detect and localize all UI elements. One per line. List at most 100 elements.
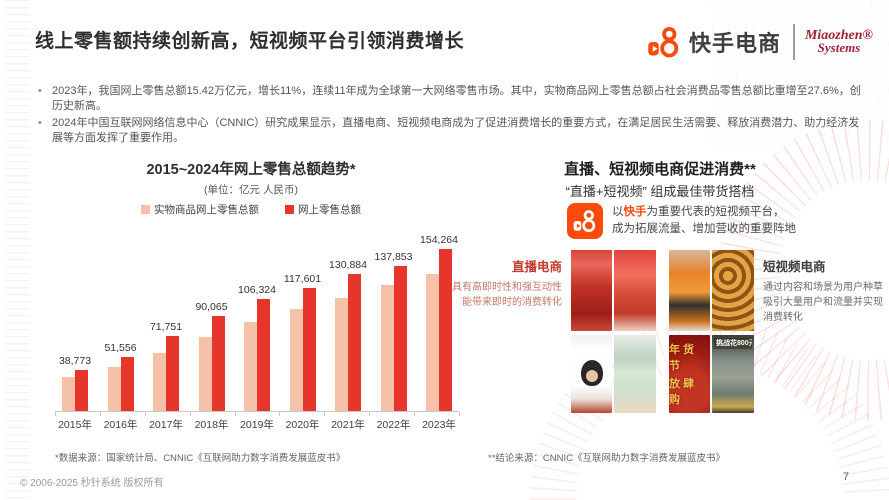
x-axis-tick (55, 412, 56, 416)
x-axis-tick (189, 412, 191, 416)
bullet-dot: • (38, 85, 42, 97)
copyright-text: © 2006-2025 秒针系统 版权所有 (20, 478, 164, 489)
bar-physical-goods (426, 274, 439, 411)
kuaishou-logo-icon (648, 27, 679, 58)
x-axis-label: 2023年 (422, 419, 456, 431)
x-axis-label: 2022年 (376, 419, 411, 431)
bullet-text: 2023年，我国网上零售总额15.42万亿元，增长11%，连续11年成为全球第一… (52, 85, 861, 112)
bar-value-label: 106,324 (238, 284, 276, 297)
x-axis-tick (369, 412, 371, 416)
shortvideo-screenshot-1 (669, 250, 710, 331)
x-axis-label: 2020年 (285, 419, 320, 431)
bar-value-label: 154,264 (420, 234, 458, 247)
bar-physical-goods (335, 297, 348, 411)
bar-physical-goods (107, 366, 121, 411)
bar-group: 38,773 (59, 355, 91, 411)
bar-group: 106,324 (238, 284, 276, 411)
livestream-screenshot-group (571, 250, 656, 413)
x-axis-label: 2021年 (331, 419, 365, 431)
bar-value-label: 71,751 (149, 320, 183, 333)
bullet-item: • 2024年中国互联网网络信息中心（CNNIC）研究成果显示，直播电商、短视频… (38, 116, 866, 146)
x-axis-tick (99, 412, 101, 416)
x-axis-tick (279, 412, 281, 416)
legend-swatch-physical (141, 205, 150, 214)
x-axis-tick (459, 412, 460, 416)
poster-line1: 年货节 (669, 344, 697, 372)
legend-label-physical: 实物商品网上零售总额 (154, 204, 259, 216)
bullet-dot: • (38, 117, 42, 129)
x-axis-tick (324, 412, 326, 416)
x-axis-tick (144, 412, 146, 416)
x-axis-label: 2019年 (240, 419, 274, 431)
note-suffix: 为重要代表的短视频平台， (646, 206, 785, 218)
page-number: 7 (842, 471, 849, 483)
x-axis-label: 2017年 (149, 419, 183, 431)
bar-group: 90,065 (195, 301, 228, 411)
shortvideo-screenshot-group: 年货节 放肆购 挑战花800元 (669, 250, 754, 413)
right-panel-title: 直播、短视频电商促进消费** (564, 161, 756, 178)
chart-x-axis: 2015年 2016年 2017年 2018年 2019年 2020年 2021年 2022年… (55, 411, 460, 432)
chart-title: 2015~2024年网上零售总额趋势* (146, 162, 356, 178)
chart-unit-subtitle: (单位：亿元 人民币) (204, 184, 298, 196)
retail-trend-chart: 2015~2024年网上零售总额趋势* (单位：亿元 人民币) 实物商品网上零售… (35, 158, 467, 432)
shortvideo-screenshot-3: 年货节 放肆购 (669, 335, 710, 413)
bar-physical-goods (153, 353, 166, 411)
bar-value-label: 51,556 (104, 341, 137, 354)
bar-total-retail (302, 287, 316, 411)
bar-group: 51,556 (104, 342, 137, 411)
bar-value-label: 137,853 (374, 251, 413, 264)
bar-total-retail (439, 249, 452, 411)
newyear-poster-text: 年货节 放肆购 (669, 335, 710, 413)
bar-group: 154,264 (420, 234, 458, 411)
short-video-label: 短视频电商 通过内容和场景为用户种草吸引大量用户和流量并实现消费转化 (763, 256, 885, 325)
shortvideo-screenshot-2 (712, 250, 754, 331)
kuaishou-note-line2: 成为拓展流量、增加营收的重要阵地 (612, 223, 796, 235)
chart-legend: 实物商品网上零售总额 网上零售总额 (35, 202, 467, 217)
x-axis-tick (414, 412, 416, 416)
x-axis-label: 2018年 (194, 419, 229, 431)
x-axis-label: 2015年 (58, 419, 92, 431)
legend-item-physical: 实物商品网上零售总额 (141, 202, 259, 217)
short-video-title: 短视频电商 (763, 260, 826, 274)
x-axis-tick (234, 412, 236, 416)
miaozhen-logo-line2: Systems (817, 40, 861, 56)
miaozhen-logo: Miaozhen® Systems (805, 29, 873, 55)
bar-group: 130,884 (329, 259, 367, 411)
logo-divider (792, 24, 795, 60)
bullet-item: • 2023年，我国网上零售总额15.42万亿元，增长11%，连续11年成为全球… (38, 84, 866, 114)
livestream-screenshot-3 (571, 335, 612, 413)
bar-group: 117,601 (284, 273, 321, 411)
summary-bullets: • 2023年，我国网上零售总额15.42万亿元，增长11%，连续11年成为全球… (38, 84, 866, 148)
kuaishou-note: 以快手为重要代表的短视频平台， 成为拓展流量、增加营收的重要阵地 (567, 203, 796, 239)
celebrity-portrait (580, 359, 603, 386)
bar-physical-goods (198, 337, 212, 411)
bar-physical-goods (289, 308, 303, 411)
bar-total-retail (211, 316, 225, 411)
x-axis-label: 2016年 (103, 419, 138, 431)
bar-total-retail (75, 370, 88, 411)
bar-value-label: 130,884 (329, 258, 367, 271)
bullet-text: 2024年中国互联网网络信息中心（CNNIC）研究成果显示，直播电商、短视频电商… (52, 117, 860, 144)
challenge-caption: 挑战花800元 (714, 338, 752, 349)
bar-total-retail (120, 356, 134, 411)
bar-value-label: 90,065 (195, 301, 228, 314)
footnote-conclusion-source: **结论来源：CNNIC《互联网助力数字消费发展蓝皮书》 (488, 453, 725, 464)
live-commerce-title: 直播电商 (511, 260, 562, 274)
bar-total-retail (348, 273, 361, 411)
poster-line2: 放肆购 (669, 378, 697, 406)
kuaishou-app-icon (567, 203, 603, 239)
livestream-screenshot-4 (614, 335, 656, 413)
bar-physical-goods (380, 285, 394, 411)
legend-label-total: 网上零售总额 (298, 204, 361, 216)
bar-physical-goods (244, 321, 257, 411)
bar-group: 137,853 (375, 251, 412, 411)
right-panel-subtitle: “直播+短视频” 组成最佳带货搭档 (565, 184, 755, 199)
legend-swatch-total (285, 205, 294, 214)
bar-value-label: 38,773 (58, 355, 92, 368)
bar-physical-goods (62, 376, 75, 411)
miaozhen-logo-line1: Miaozhen® (804, 28, 873, 44)
shortvideo-screenshot-4: 挑战花800元 (712, 335, 754, 413)
kuaishou-note-text: 以快手为重要代表的短视频平台， 成为拓展流量、增加营收的重要阵地 (612, 203, 796, 239)
kuaishou-wordmark: 快手电商 (688, 31, 781, 56)
